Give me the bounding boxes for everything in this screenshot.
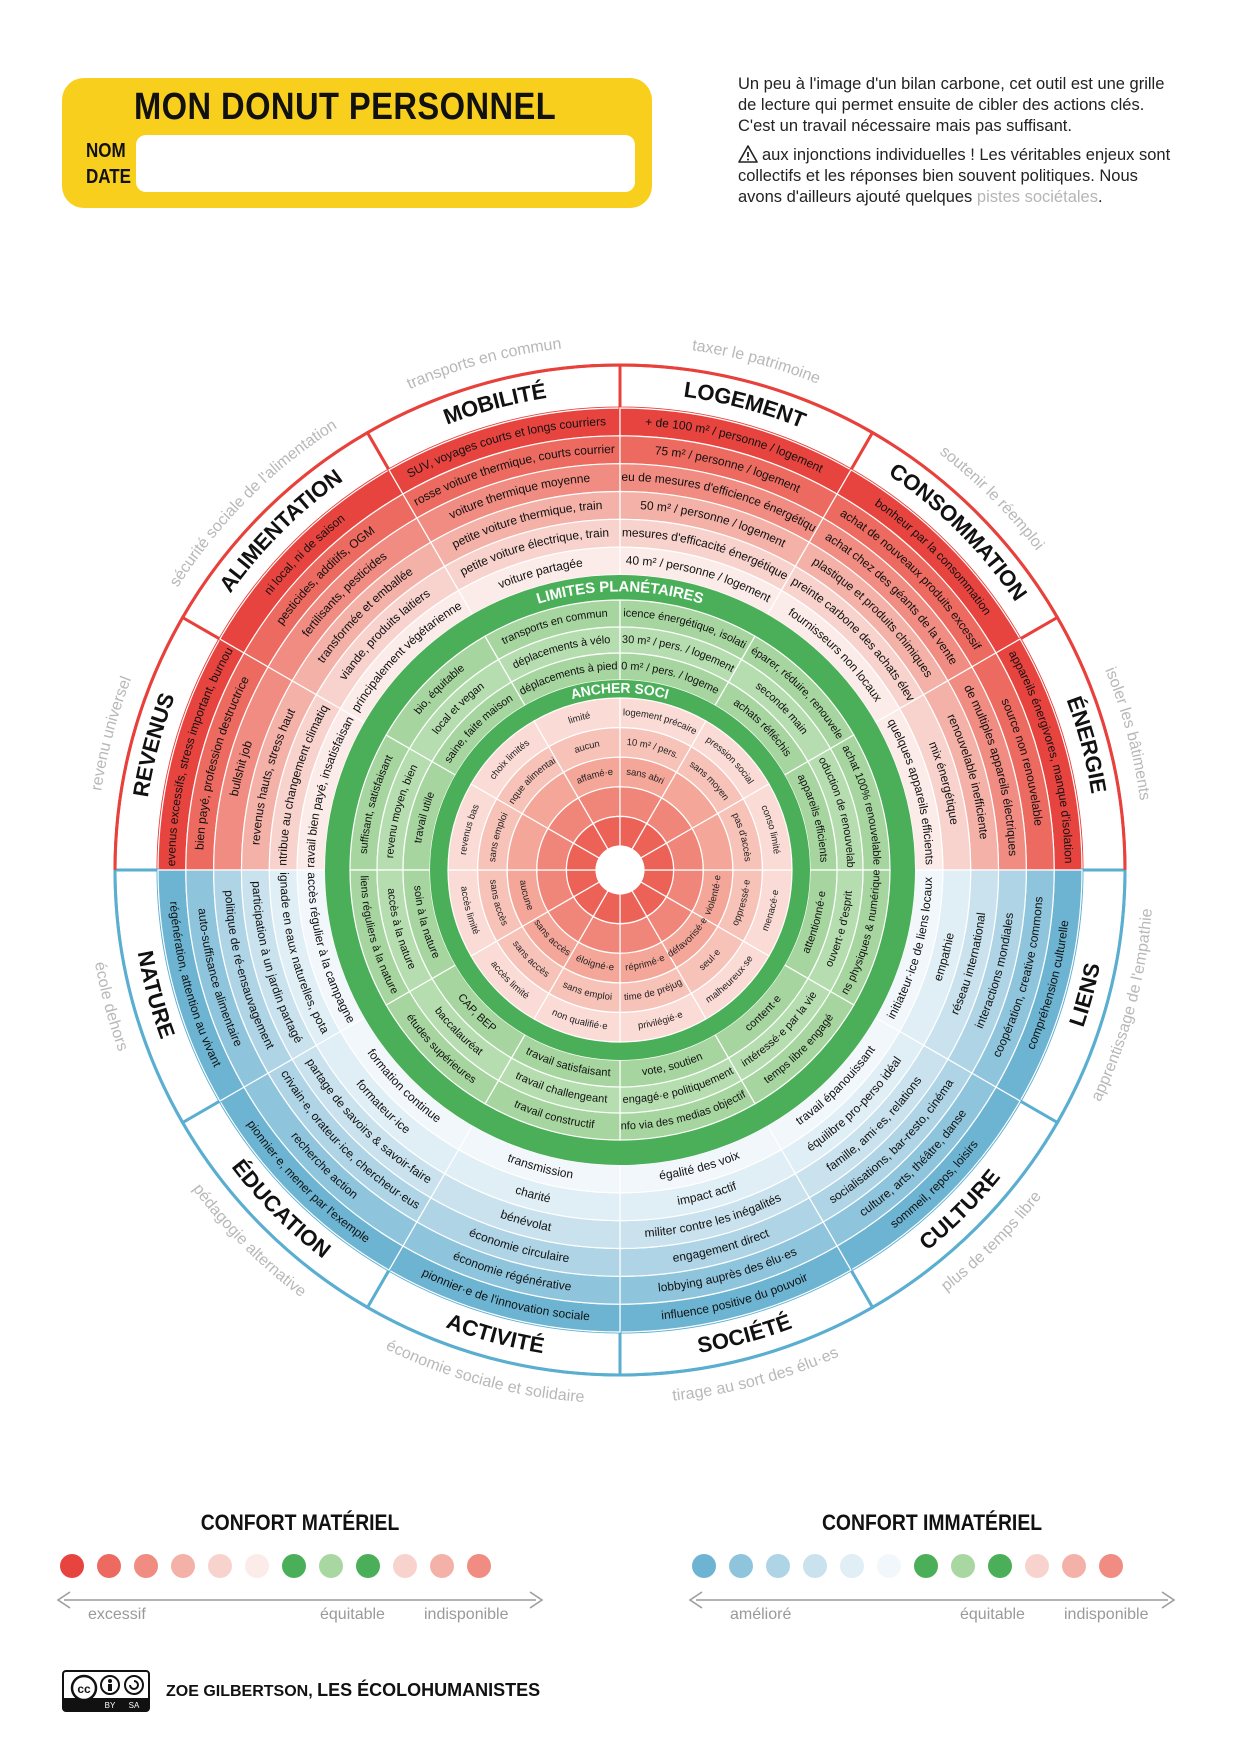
legend-dot bbox=[245, 1554, 269, 1578]
name-date-field[interactable] bbox=[136, 135, 635, 192]
legend-dot bbox=[319, 1554, 343, 1578]
legend-dot bbox=[840, 1554, 864, 1578]
legend-dot bbox=[97, 1554, 121, 1578]
legend-dot bbox=[1099, 1554, 1123, 1578]
outer-border-bottom bbox=[113, 869, 1127, 1377]
legend-dot bbox=[914, 1554, 938, 1578]
cc-sa-label: SA bbox=[129, 1701, 140, 1710]
legend-confort-materiel: CONFORT MATÉRIEL excessif équitable indi… bbox=[40, 1510, 560, 1640]
intro-warning-text: aux injonctions individuelles ! Les véri… bbox=[738, 146, 1170, 206]
legend-dot bbox=[171, 1554, 195, 1578]
nom-label: NOM bbox=[86, 140, 126, 163]
legend-dot bbox=[1025, 1554, 1049, 1578]
legend-middle-immateriel: équitable bbox=[960, 1606, 1025, 1624]
legend-dot bbox=[60, 1554, 84, 1578]
legend-title-immateriel: CONFORT IMMATÉRIEL bbox=[703, 1510, 1161, 1536]
legend-middle-materiel: équitable bbox=[320, 1606, 385, 1624]
footer-credits: ZOE GILBERTSON, LES ÉCOLOHUMANISTES bbox=[166, 1680, 540, 1701]
legend-dot bbox=[692, 1554, 716, 1578]
legend-dot bbox=[430, 1554, 454, 1578]
intro-muted-link: pistes sociétales bbox=[977, 188, 1098, 206]
legend-dot bbox=[1062, 1554, 1086, 1578]
date-label: DATE bbox=[86, 166, 131, 189]
legend-dot bbox=[803, 1554, 827, 1578]
legend-right-immateriel: indisponible bbox=[1064, 1606, 1149, 1624]
plancher-social-ring bbox=[430, 680, 810, 1060]
footer-brand: LES ÉCOLOHUMANISTES bbox=[317, 1680, 540, 1700]
legend-title-materiel: CONFORT MATÉRIEL bbox=[71, 1510, 529, 1536]
legend-dot bbox=[951, 1554, 975, 1578]
footer-author: ZOE GILBERTSON, bbox=[166, 1683, 313, 1700]
intro-paragraph-2: aux injonctions individuelles ! Les véri… bbox=[738, 145, 1178, 208]
legend-left-immateriel: amélioré bbox=[730, 1606, 791, 1624]
legend-dot bbox=[877, 1554, 901, 1578]
svg-text:cc: cc bbox=[77, 1682, 91, 1696]
legend-dot bbox=[282, 1554, 306, 1578]
intro-end: . bbox=[1098, 188, 1103, 206]
cc-by-label: BY bbox=[105, 1701, 116, 1710]
legend-dot bbox=[393, 1554, 417, 1578]
page-title: MON DONUT PERSONNEL bbox=[134, 86, 556, 129]
legend-axis-materiel bbox=[56, 1591, 544, 1609]
intro-paragraph-1: Un peu à l'image d'un bilan carbone, cet… bbox=[738, 74, 1178, 137]
center-hole bbox=[596, 846, 644, 894]
legend-right-materiel: indisponible bbox=[424, 1606, 509, 1624]
legend-dot bbox=[356, 1554, 380, 1578]
intro-text: Un peu à l'image d'un bilan carbone, cet… bbox=[738, 74, 1178, 216]
legend-left-materiel: excessif bbox=[88, 1606, 146, 1624]
creative-commons-badge: cc BY SA bbox=[62, 1670, 150, 1712]
limites-planetaires-ring bbox=[325, 575, 915, 1165]
legend-confort-immateriel: CONFORT IMMATÉRIEL amélioré équitable in… bbox=[672, 1510, 1192, 1640]
legend-dot bbox=[467, 1554, 491, 1578]
header-box: MON DONUT PERSONNEL NOM DATE bbox=[62, 78, 652, 208]
outer-border-top bbox=[113, 363, 1127, 871]
legend-axis-immateriel bbox=[688, 1591, 1176, 1609]
legend-dot bbox=[134, 1554, 158, 1578]
legend-dot bbox=[729, 1554, 753, 1578]
legend-dot bbox=[208, 1554, 232, 1578]
legend-dot bbox=[988, 1554, 1012, 1578]
warning-icon bbox=[738, 145, 758, 163]
legend-dot bbox=[766, 1554, 790, 1578]
cc-icon: cc BY SA bbox=[64, 1674, 148, 1710]
